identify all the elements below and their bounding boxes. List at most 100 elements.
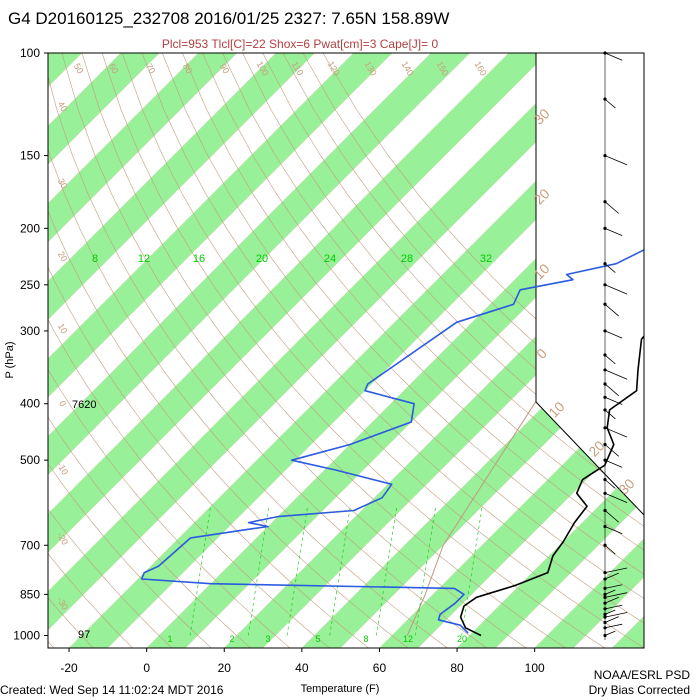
isotherm [48, 53, 160, 165]
wind-barb [604, 604, 623, 610]
mixing-ratio-line [247, 506, 270, 636]
plot-frame [47, 52, 645, 649]
mixing-ratio-lines: 1 2 3 5 8 12 208 12 16 20 24 28 32 [92, 253, 492, 644]
wind-barb [604, 510, 620, 523]
dry-adiabat [48, 416, 251, 648]
wind-barb [604, 284, 628, 295]
wind-barb [604, 612, 628, 618]
mixing-ratio-label: 20 [457, 634, 467, 644]
wind-point [603, 620, 607, 625]
wind-point [603, 592, 607, 596]
y-tick-label: 500 [20, 453, 40, 467]
wind-barb [604, 427, 628, 438]
height-label-400: 7620 [72, 399, 96, 411]
wind-point [603, 586, 607, 590]
isotherm-label: 40 [56, 100, 70, 114]
x-tick-label: 20 [218, 661, 232, 675]
isotherm-label: 20 [56, 250, 70, 264]
isotherm-label: 60 [107, 62, 121, 76]
wind-point [603, 612, 607, 617]
dry-adiabat [48, 508, 172, 648]
isotherm [146, 150, 644, 648]
mixing-ratio-line [329, 506, 351, 636]
mixing-ratio-label: 3 [265, 634, 270, 644]
wind-barb [604, 201, 620, 214]
isotherm [48, 53, 199, 204]
dry-adiabat [48, 368, 290, 648]
wind-point [603, 153, 607, 158]
mixing-ratio-label: 32 [480, 253, 492, 265]
dry-adiabat [48, 266, 369, 648]
wind-barb [604, 596, 619, 604]
isotherm [48, 53, 277, 282]
isotherm-label: 30 [56, 177, 70, 191]
wind-barb [604, 98, 616, 109]
mixing-ratio-label: 2 [229, 634, 234, 644]
isotherm [48, 53, 238, 243]
wind-barb [604, 589, 616, 595]
wind-barb [604, 609, 616, 615]
dry-adiabat [162, 53, 644, 599]
wind-barbs [603, 51, 628, 640]
wind-barb [604, 303, 620, 317]
y-tick-label: 150 [20, 149, 40, 163]
height-label-1000: 97 [78, 629, 90, 641]
wind-panel-mask [536, 53, 644, 515]
x-tick-label: -20 [60, 661, 78, 675]
mixing-ratio-label: 8 [363, 634, 368, 644]
mixing-ratio-line [375, 506, 398, 636]
mixing-ratio-line [286, 506, 308, 636]
mixing-ratio-label: 16 [193, 253, 205, 265]
isotherm [48, 53, 393, 398]
wind-barb [604, 52, 623, 61]
wind-barb [604, 383, 620, 397]
created-timestamp: Created: Wed Sep 14 11:02:24 MDT 2016 [0, 683, 224, 697]
isotherm-label: 0 [57, 399, 68, 408]
isotherm [690, 0, 700, 648]
isotherm [48, 53, 510, 515]
y-tick-label: 200 [20, 221, 40, 235]
dry-adiabat [101, 53, 605, 648]
isotherm [48, 53, 122, 127]
mixing-ratio-label: 1 [167, 634, 172, 644]
wind-point [603, 571, 607, 575]
dry-adiabat [81, 53, 566, 648]
wind-barb [604, 459, 623, 468]
x-tick-label: 100 [525, 661, 545, 675]
isotherm [48, 53, 471, 476]
dry-adiabat [262, 53, 644, 480]
dry-adiabat [48, 318, 330, 648]
isotherm-label: 70 [144, 62, 158, 76]
isotherm-label: 10 [56, 322, 70, 336]
wind-barb [604, 479, 616, 489]
isotherm [456, 460, 644, 648]
x-axis-label: Temperature (F) [301, 683, 380, 695]
y-tick-label: 300 [20, 324, 40, 338]
dewpoint-profile [140, 248, 644, 634]
credit-line-2: Dry Bias Corrected [589, 683, 690, 697]
isotherm [48, 53, 548, 553]
isotherm [48, 53, 432, 437]
dry-adiabat [121, 53, 644, 648]
isotherm [0, 0, 22, 648]
dry-adiabat [48, 148, 448, 648]
wind-barb [604, 592, 628, 598]
isotherm-label: 50 [72, 62, 86, 76]
wind-barb [604, 567, 628, 574]
mixing-ratio-line [461, 506, 483, 636]
mixing-ratio-label: 24 [324, 253, 336, 265]
wind-barb [604, 572, 619, 580]
wind-panel-border [535, 53, 645, 516]
wind-barb [604, 409, 616, 420]
wind-barb [604, 526, 623, 535]
y-tick-label: 700 [20, 538, 40, 552]
mixing-ratio-label: 5 [315, 634, 320, 644]
wind-barb [604, 396, 623, 405]
mixing-ratio-label: 28 [401, 253, 413, 265]
x-tick-label: 40 [295, 661, 309, 675]
page-subtitle: Plcl=953 Tlcl[C]=22 Shox=6 Pwat[cm]=3 Ca… [162, 37, 439, 51]
isotherm-label: 80 [181, 62, 195, 76]
dry-adiabat [48, 597, 94, 648]
